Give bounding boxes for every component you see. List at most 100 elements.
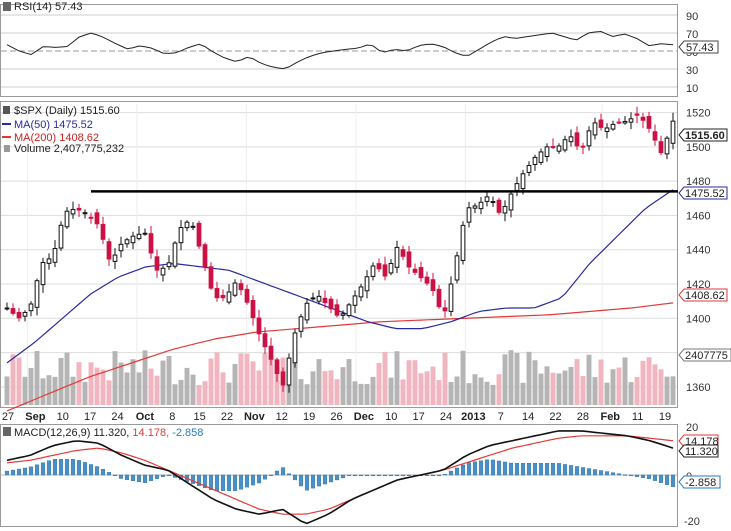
volume-bar — [46, 375, 52, 405]
rsi-value-tag-text: 57.43 — [686, 42, 714, 54]
date-tick: 17 — [413, 411, 425, 423]
macd-hist-bar — [238, 474, 244, 490]
macd-hist-bar — [232, 474, 238, 491]
macd-hist-bar — [478, 460, 484, 476]
macd-hist-bar — [196, 474, 202, 486]
candle-body — [280, 371, 286, 386]
volume-bar — [442, 352, 448, 405]
macd-hist-bar — [304, 474, 310, 491]
volume-bar — [466, 383, 472, 405]
date-tick: 8 — [169, 411, 175, 423]
candle-body — [70, 208, 76, 215]
macd-hist-bar — [58, 459, 64, 476]
volume-bar — [580, 376, 586, 405]
candle-body — [124, 239, 130, 245]
candle-body — [484, 196, 490, 202]
macd-hist-bar — [142, 474, 148, 483]
candle-body — [202, 244, 208, 268]
macd-hist-bar — [598, 470, 604, 476]
date-tick: 26 — [330, 411, 342, 423]
candle-body — [358, 286, 364, 298]
volume-bar — [214, 352, 220, 405]
volume-bar — [202, 381, 208, 405]
macd-hist-bar — [508, 462, 514, 476]
candle-body — [424, 276, 430, 284]
volume-bar — [568, 366, 574, 405]
volume-bar — [316, 359, 322, 405]
macd-hist-bar — [298, 474, 304, 487]
macd-hist-bar — [274, 470, 280, 476]
candle-body — [544, 146, 550, 158]
volume-bar — [520, 382, 526, 405]
volume-bar — [454, 376, 460, 405]
macd-hist-bar — [34, 464, 40, 476]
volume-bar — [610, 369, 616, 405]
macd-hist-bar — [376, 474, 382, 477]
macd-hist-bar — [310, 474, 316, 489]
macd-hist-bar — [526, 463, 532, 476]
macd-signal-series — [6, 435, 674, 515]
volume-bar — [304, 384, 310, 405]
price-tick: 1500 — [686, 142, 710, 154]
macd-hist-bar — [322, 474, 328, 485]
volume-bar — [58, 357, 64, 405]
price-tick: 1360 — [686, 382, 710, 394]
macd-legend-name: MACD(12,26,9) 11.320, — [14, 427, 129, 439]
macd-hist-bar — [280, 467, 286, 476]
volume-bar — [40, 378, 46, 405]
volume-bar — [220, 372, 226, 405]
macd-hist-bar — [136, 474, 142, 483]
candle-body — [586, 130, 592, 147]
volume-bar — [298, 379, 304, 405]
macd-hist-bar — [22, 467, 28, 476]
macd-hist-bar — [544, 463, 550, 476]
candle-body — [310, 297, 316, 300]
date-tick: Oct — [136, 411, 155, 423]
macd-hist-bar — [670, 474, 676, 487]
volume-bar — [28, 367, 34, 405]
volume-bar — [556, 373, 562, 405]
candle-body — [376, 263, 382, 270]
macd-hist-bar — [244, 474, 250, 488]
macd-legend-signal: 14.178, — [132, 427, 169, 439]
candle-body — [316, 295, 322, 302]
macd-hist-bar — [406, 474, 412, 477]
candle-body — [508, 193, 514, 211]
volume-bar — [94, 367, 100, 405]
candle-body — [172, 242, 178, 267]
candle-body — [610, 123, 616, 130]
volume-bar — [292, 350, 298, 405]
price-tick: 1480 — [686, 176, 710, 188]
date-tick: 24 — [111, 411, 123, 423]
macd-hist-bar — [88, 464, 94, 476]
volume-bar — [658, 369, 664, 405]
price-legend-icon — [3, 106, 10, 114]
volume-bar — [400, 379, 406, 405]
date-tick: Feb — [600, 411, 620, 423]
volume-bar — [364, 383, 370, 405]
volume-bar — [34, 351, 40, 405]
macd-hist-bar — [610, 472, 616, 476]
volume-bar — [424, 371, 430, 405]
candle-body — [334, 304, 340, 316]
macd-hist-bar — [40, 462, 46, 476]
ma50-tag: 1475.52 — [678, 186, 728, 200]
macd-legend-hist: -2.858 — [172, 427, 203, 439]
date-tick: 10 — [57, 411, 69, 423]
macd-hist-bar — [646, 474, 652, 479]
candle-body — [208, 266, 214, 289]
candle-body — [142, 232, 148, 235]
volume-bar — [640, 360, 646, 405]
candle-body — [538, 151, 544, 163]
candle-body — [574, 132, 580, 147]
ma50-line — [6, 189, 674, 364]
volume-bar — [184, 367, 190, 405]
candle-body — [268, 345, 274, 360]
volume-bar — [646, 357, 652, 405]
volume-tag-text: 2407775 — [685, 350, 728, 362]
volume-bar — [670, 376, 676, 405]
volume-bar — [592, 377, 598, 405]
macd-hist-bar — [592, 469, 598, 476]
date-tick: 12 — [276, 411, 288, 423]
macd-hist-bar — [52, 459, 58, 476]
